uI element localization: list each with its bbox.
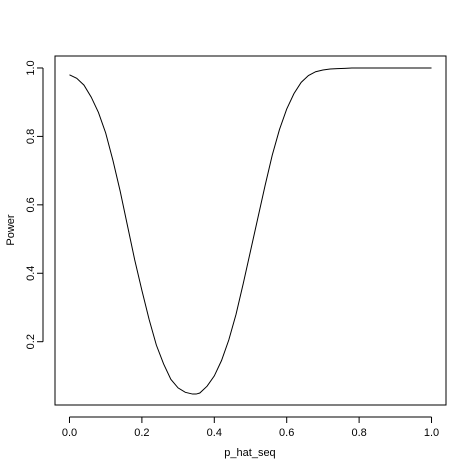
x-tick-label: 0.0 <box>62 427 77 439</box>
y-tick-label: 0.2 <box>25 334 37 349</box>
x-tick-label: 0.6 <box>279 427 294 439</box>
y-tick-label: 0.8 <box>25 129 37 144</box>
y-tick-label: 0.4 <box>25 266 37 281</box>
y-axis-title: Power <box>5 214 17 246</box>
x-tick-label: 0.2 <box>134 427 149 439</box>
x-tick-label: 0.4 <box>207 427 222 439</box>
y-axis: 0.2 0.4 0.6 0.8 1.0 <box>25 60 44 349</box>
plot-frame <box>54 55 447 406</box>
y-tick-label: 1.0 <box>25 60 37 75</box>
power-curve-line <box>69 67 432 395</box>
x-tick-label: 0.8 <box>351 427 366 439</box>
x-axis: 0.0 0.2 0.4 0.6 0.8 1.0 <box>62 416 439 439</box>
series-layer <box>69 67 432 395</box>
x-tick-label: 1.0 <box>424 427 439 439</box>
x-axis-title: p_hat_seq <box>224 447 275 459</box>
y-tick-label: 0.6 <box>25 197 37 212</box>
